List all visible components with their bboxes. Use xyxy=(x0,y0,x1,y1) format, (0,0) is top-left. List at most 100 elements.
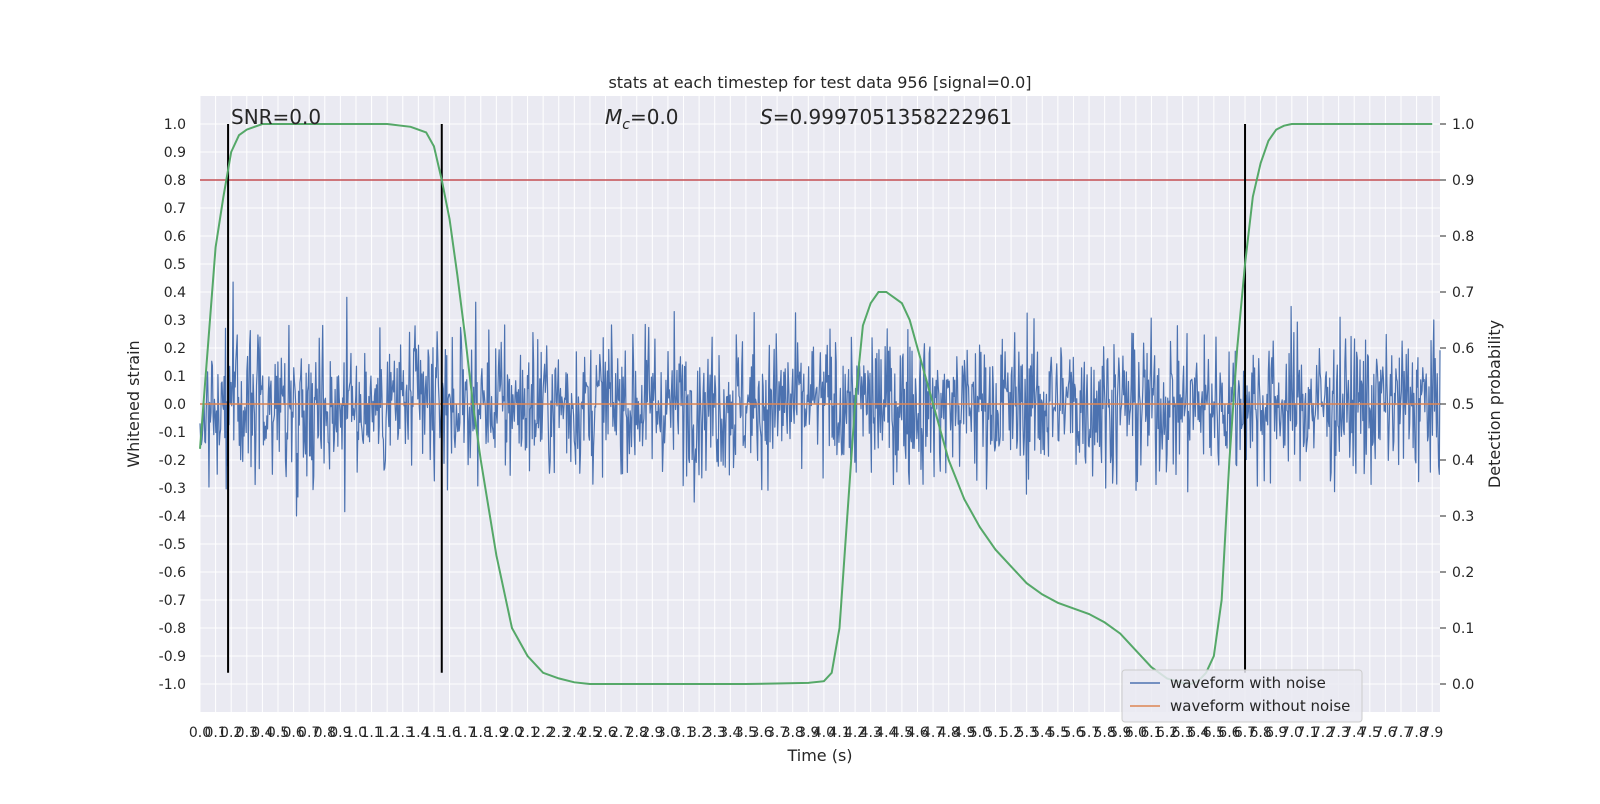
x-tick-label: 3.9 xyxy=(797,725,819,741)
y2-tick-label: 0.6 xyxy=(1452,341,1474,357)
x-tick-label: 1.8 xyxy=(470,725,492,741)
x-tick-label: 7.5 xyxy=(1359,725,1381,741)
x-tick-label: 0.0 xyxy=(189,725,211,741)
x-tick-label: 1.9 xyxy=(485,725,507,741)
x-tick-label: 6.8 xyxy=(1249,725,1271,741)
x-tick-label: 5.2 xyxy=(1000,725,1022,741)
x-tick-label: 0.7 xyxy=(298,725,320,741)
x-tick-label: 4.1 xyxy=(828,725,850,741)
x-tick-label: 2.7 xyxy=(610,725,632,741)
y-tick-label: 0.2 xyxy=(164,341,186,357)
chirp-mass-symbol: M xyxy=(605,105,622,129)
y2-tick-label: 0.0 xyxy=(1452,677,1474,693)
x-tick-label: 5.5 xyxy=(1047,725,1069,741)
x-tick-label: 3.4 xyxy=(719,725,741,741)
x-tick-label: 5.0 xyxy=(969,725,991,741)
y-tick-label: 0.9 xyxy=(164,145,186,161)
x-tick-label: 0.5 xyxy=(267,725,289,741)
x-tick-label: 1.3 xyxy=(392,725,414,741)
y-tick-label: -0.1 xyxy=(159,425,186,441)
x-tick-label: 1.6 xyxy=(438,725,460,741)
legend: waveform with noise waveform without noi… xyxy=(1121,669,1363,723)
x-tick-label: 1.7 xyxy=(454,725,476,741)
x-tick-label: 4.7 xyxy=(922,725,944,741)
x-tick-label: 0.9 xyxy=(329,725,351,741)
x-tick-label: 2.0 xyxy=(501,725,523,741)
x-tick-label: 6.9 xyxy=(1265,725,1287,741)
x-tick-label: 6.7 xyxy=(1234,725,1256,741)
y-tick-label: 0.6 xyxy=(164,229,186,245)
x-tick-label: 7.6 xyxy=(1374,725,1396,741)
y-tick-label: -0.9 xyxy=(159,649,186,665)
x-tick-label: 7.3 xyxy=(1327,725,1349,741)
y2-tick-label: 0.3 xyxy=(1452,509,1474,525)
y-tick-label: -0.5 xyxy=(159,537,186,553)
x-tick-label: 3.6 xyxy=(750,725,772,741)
y2-tick-label: 0.4 xyxy=(1452,453,1474,469)
series-waveform-with-noise xyxy=(199,281,1441,517)
y-tick-label: -0.7 xyxy=(159,593,186,609)
x-tick-label: 7.1 xyxy=(1296,725,1318,741)
x-tick-label: 2.6 xyxy=(594,725,616,741)
x-tick-label: 2.4 xyxy=(563,725,585,741)
y-tick-label: 0.5 xyxy=(164,257,186,273)
x-tick-label: 0.4 xyxy=(251,725,273,741)
x-tick-label: 1.0 xyxy=(345,725,367,741)
x-tick-label: 7.7 xyxy=(1390,725,1412,741)
chirp-mass-annotation: Mc=0.0 xyxy=(605,105,679,133)
x-tick-label: 2.1 xyxy=(516,725,538,741)
x-tick-label: 2.2 xyxy=(532,725,554,741)
x-tick-label: 0.2 xyxy=(220,725,242,741)
x-tick-label: 5.6 xyxy=(1062,725,1084,741)
x-tick-label: 0.1 xyxy=(204,725,226,741)
x-tick-label: 3.1 xyxy=(672,725,694,741)
y-tick-label: -1.0 xyxy=(159,677,186,693)
statistic-symbol: S xyxy=(760,105,773,129)
x-tick-label: 4.6 xyxy=(906,725,928,741)
y2-tick-label: 1.0 xyxy=(1452,117,1474,133)
y-tick-label: -0.4 xyxy=(159,509,186,525)
y-tick-label: 0.7 xyxy=(164,201,186,217)
x-tick-label: 7.9 xyxy=(1421,725,1443,741)
legend-box xyxy=(1121,669,1363,723)
x-tick-label: 5.9 xyxy=(1109,725,1131,741)
x-tick-label: 0.3 xyxy=(236,725,258,741)
y-tick-label: 0.4 xyxy=(164,285,186,301)
x-tick-label: 2.9 xyxy=(641,725,663,741)
x-tick-label: 2.5 xyxy=(579,725,601,741)
x-tick-label: 0.8 xyxy=(314,725,336,741)
statistic-annotation: S=0.9997051358222961 xyxy=(760,105,1012,129)
y2-tick-label: 0.8 xyxy=(1452,229,1474,245)
x-tick-label: 1.5 xyxy=(423,725,445,741)
axes: 0.00.10.20.30.40.50.60.70.80.91.01.11.21… xyxy=(159,117,1475,741)
x-tick-label: 3.3 xyxy=(704,725,726,741)
x-tick-label: 5.3 xyxy=(1016,725,1038,741)
y2-axis-label: Detection probability xyxy=(1485,320,1504,488)
y-axis-label: Whitened strain xyxy=(124,340,143,467)
x-tick-label: 5.1 xyxy=(984,725,1006,741)
x-tick-label: 4.0 xyxy=(813,725,835,741)
x-tick-label: 3.0 xyxy=(657,725,679,741)
series-detection-probability xyxy=(199,123,1433,686)
y-tick-label: 0.8 xyxy=(164,173,186,189)
x-tick-label: 6.6 xyxy=(1218,725,1240,741)
x-tick-label: 4.5 xyxy=(891,725,913,741)
noisy-waveform xyxy=(199,281,1441,517)
y-tick-label: -0.8 xyxy=(159,621,186,637)
x-tick-label: 4.2 xyxy=(844,725,866,741)
x-tick-label: 3.7 xyxy=(766,725,788,741)
x-tick-label: 2.8 xyxy=(626,725,648,741)
legend-label-waveform-with-noise: waveform with noise xyxy=(1170,674,1326,692)
x-tick-label: 4.4 xyxy=(875,725,897,741)
y-tick-label: -0.2 xyxy=(159,453,186,469)
x-tick-label: 0.6 xyxy=(282,725,304,741)
x-tick-label: 5.4 xyxy=(1031,725,1053,741)
y2-tick-label: 0.7 xyxy=(1452,285,1474,301)
x-tick-label: 4.8 xyxy=(938,725,960,741)
y-tick-label: 0.0 xyxy=(164,397,186,413)
x-tick-label: 7.0 xyxy=(1281,725,1303,741)
legend-label-waveform-without-noise: waveform without noise xyxy=(1170,697,1350,715)
y-tick-label: -0.3 xyxy=(159,481,186,497)
